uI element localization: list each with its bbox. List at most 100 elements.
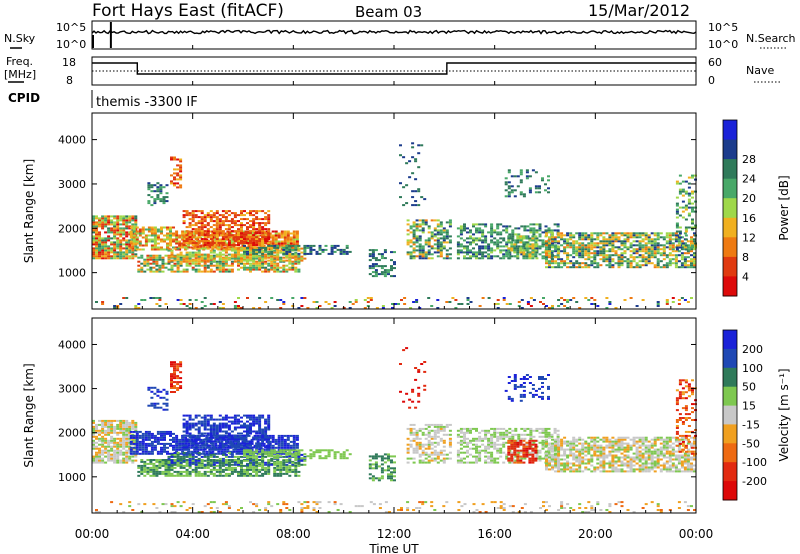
heat-cell	[224, 259, 228, 262]
heat-cell	[203, 470, 207, 473]
heat-cell	[551, 244, 554, 247]
heat-cell	[227, 270, 231, 273]
heat-cell	[206, 474, 210, 477]
heat-cell	[153, 446, 157, 449]
heat-cell	[626, 262, 630, 265]
heat-cell	[545, 234, 548, 237]
heat-cell	[203, 257, 207, 260]
heat-cell	[237, 244, 240, 246]
heat-cell	[318, 305, 322, 307]
heat-cell	[116, 225, 120, 228]
heat-cell	[507, 193, 511, 196]
heat-cell	[687, 200, 691, 203]
heat-cell	[119, 223, 123, 226]
heat-cell	[258, 432, 262, 435]
heat-cell	[418, 243, 422, 246]
heat-cell	[566, 262, 570, 265]
heat-cell	[143, 466, 147, 469]
heat-cell	[590, 248, 594, 251]
heat-cell	[116, 305, 120, 307]
heat-cell	[156, 188, 160, 191]
heat-cell	[92, 247, 95, 250]
heat-cell	[283, 230, 287, 233]
heat-cell	[252, 250, 256, 253]
heat-cell	[490, 241, 494, 244]
heat-cell	[620, 242, 624, 245]
heat-cell	[161, 470, 165, 473]
heat-cell	[191, 453, 195, 456]
heat-cell	[309, 246, 313, 249]
heat-cell	[243, 468, 246, 471]
heat-cell	[178, 242, 182, 245]
heat-cell	[508, 303, 512, 305]
heat-cell	[209, 236, 213, 239]
heat-cell	[590, 262, 594, 265]
heat-cell	[292, 434, 296, 437]
heat-cell	[614, 234, 618, 237]
heat-cell	[510, 243, 514, 246]
heat-cell	[414, 158, 418, 161]
heat-cell	[427, 237, 431, 240]
heat-cell	[176, 174, 180, 177]
heat-cell	[647, 238, 651, 241]
heat-cell	[674, 250, 678, 253]
heat-cell	[98, 219, 101, 222]
heat-cell	[128, 421, 132, 424]
heat-cell	[197, 428, 201, 431]
heat-cell	[132, 234, 136, 237]
heat-cell	[439, 231, 443, 234]
heat-cell	[203, 414, 207, 417]
heat-cell	[116, 451, 120, 454]
heat-cell	[368, 253, 372, 256]
heat-cell	[170, 474, 174, 477]
heat-cell	[303, 248, 307, 251]
heat-cell	[125, 227, 129, 230]
heat-cell	[203, 259, 207, 262]
heat-cell	[653, 264, 657, 267]
heat-cell	[116, 243, 120, 246]
heat-cell	[240, 442, 243, 445]
heat-cell	[221, 236, 225, 239]
heat-cell	[156, 196, 160, 199]
heat-cell	[516, 237, 520, 240]
heat-cell	[116, 223, 120, 226]
heat-cell	[526, 225, 530, 228]
heat-cell	[149, 270, 153, 273]
heat-cell	[602, 232, 606, 235]
heat-cell	[445, 229, 449, 232]
heat-cell	[188, 303, 192, 305]
heat-cell	[128, 427, 132, 430]
heat-cell	[125, 433, 129, 436]
heat-cell	[170, 459, 174, 462]
heat-cell	[687, 206, 691, 209]
heat-cell	[199, 448, 203, 451]
heat-cell	[163, 238, 166, 241]
heat-cell	[415, 301, 419, 303]
heat-cell	[653, 248, 657, 251]
heat-cell	[197, 459, 201, 462]
heat-cell	[522, 237, 526, 240]
heat-cell	[528, 189, 532, 192]
heat-cell	[418, 307, 422, 309]
heat-cell	[276, 459, 280, 461]
heat-cell	[135, 442, 139, 445]
heat-cell	[122, 237, 126, 240]
heat-cell	[188, 218, 192, 221]
heat-cell	[283, 232, 287, 235]
heat-cell	[563, 305, 567, 307]
heat-cell	[155, 474, 159, 477]
heat-cell	[98, 241, 101, 244]
heat-cell	[693, 256, 696, 259]
heat-cell	[644, 236, 648, 239]
heat-cell	[496, 241, 500, 244]
heat-cell	[240, 266, 243, 269]
heat-cell	[134, 305, 138, 307]
heat-cell	[159, 184, 163, 187]
heat-cell	[101, 443, 105, 446]
heat-cell	[167, 259, 171, 262]
heat-cell	[110, 449, 114, 452]
heat-cell	[448, 247, 452, 250]
heat-cell	[611, 264, 615, 267]
heat-cell	[581, 232, 585, 235]
heat-cell	[153, 434, 157, 437]
